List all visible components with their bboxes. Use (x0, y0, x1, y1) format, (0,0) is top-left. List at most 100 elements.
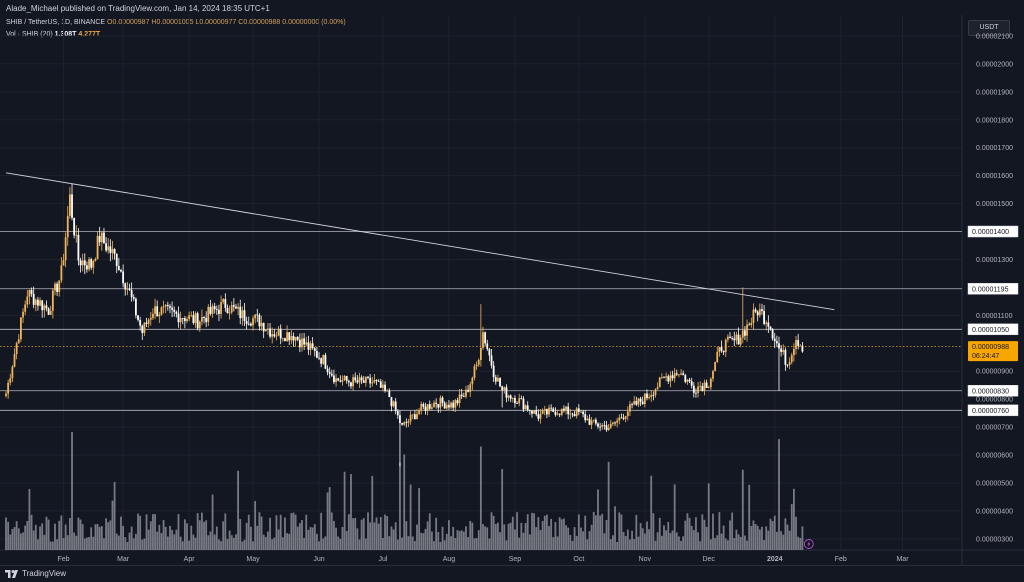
volume-bar (171, 529, 173, 550)
volume-bar (303, 537, 306, 550)
candle-body (520, 398, 523, 400)
volume-bar (758, 529, 761, 550)
volume-bar (32, 530, 35, 550)
candle-body (367, 376, 369, 378)
volume-bar (445, 533, 448, 550)
volume-bar (107, 522, 110, 550)
candle-body (511, 397, 514, 399)
volume-bar (324, 536, 327, 550)
volume-bar (437, 532, 440, 550)
candle-body (801, 345, 804, 352)
candle-body (39, 300, 41, 306)
price-tick-label: 0.00001500 (976, 201, 1013, 208)
candle-body (416, 413, 418, 420)
candle-body (471, 377, 474, 385)
volume-bar (235, 534, 237, 550)
candle-body (601, 425, 604, 427)
volume-bar (273, 537, 276, 550)
volume-bar (201, 512, 203, 550)
candle-body (699, 386, 702, 387)
candle-body (47, 308, 50, 315)
volume-bar (554, 522, 557, 550)
volume-bar (292, 512, 295, 550)
candle-body (11, 366, 14, 379)
volume-bar (418, 488, 421, 550)
volume-bar (37, 539, 39, 550)
candle-body (96, 236, 99, 259)
volume-bar (241, 541, 244, 550)
volume-bar (492, 515, 495, 550)
candle-body (518, 398, 521, 404)
candle-body (741, 330, 744, 338)
volume-bar (541, 521, 544, 550)
candle-body (171, 307, 173, 310)
volume-bar (113, 482, 116, 550)
volume-bar (735, 529, 738, 550)
candle-body (609, 423, 612, 428)
symbol-name[interactable]: SHIB / TetherUS, 1D, BINANCE (6, 19, 106, 26)
volume-bar (565, 525, 567, 550)
volume-bar (34, 524, 37, 550)
candle-body (543, 409, 546, 411)
volume-bar (320, 512, 323, 550)
candle-body (164, 305, 167, 307)
candle-body (215, 309, 218, 311)
volume-bar (207, 535, 210, 550)
candle-body (435, 402, 438, 404)
volume-bar (226, 538, 229, 550)
volume-bar (143, 538, 146, 550)
candle-body (556, 413, 559, 415)
candle-body (284, 338, 286, 341)
candle-body (765, 322, 768, 324)
volume-bar (471, 522, 474, 550)
volume-bar (409, 484, 412, 550)
volume-bar (439, 541, 442, 550)
candle-body (134, 298, 137, 316)
candle-body (654, 389, 657, 396)
candle-body (303, 338, 306, 345)
candle-body (669, 375, 672, 382)
horizontal-levels (0, 231, 962, 411)
candle-body (665, 376, 668, 378)
price-chart[interactable]: 0.00002100 0.00002000 0.00001900 0.00001800… (0, 15, 1024, 565)
volume-bar (571, 540, 574, 550)
volume-indicator-name[interactable]: Vol · SHIB (20) (6, 31, 53, 38)
volume-bar (51, 541, 54, 550)
candle-body (313, 348, 316, 351)
volume-bar (267, 531, 269, 550)
volume-bar (482, 524, 484, 550)
price-tick-label: 0.00001100 (976, 313, 1013, 320)
candle-body (680, 373, 682, 375)
volume-bar (739, 536, 742, 550)
volume-bar (656, 532, 659, 550)
candle-body (205, 317, 208, 323)
candle-body (739, 337, 742, 345)
candle-body (139, 319, 142, 326)
candle-body (565, 406, 567, 411)
volume-bar (175, 529, 178, 550)
volume-bar (401, 537, 403, 550)
candle-body (115, 253, 118, 267)
volume-bar (198, 520, 201, 550)
candle-body (188, 315, 191, 320)
candle-body (252, 318, 254, 326)
volume-bar (520, 522, 523, 550)
volume-bar (724, 538, 727, 550)
volume-bar (558, 517, 561, 550)
time-tick-label: Nov (639, 556, 652, 563)
candle-body (545, 409, 548, 415)
candle-body (537, 414, 540, 419)
candle-body (524, 405, 527, 410)
candle-body (262, 322, 265, 332)
candle-body (603, 425, 606, 426)
candle-body (390, 397, 393, 407)
currency-button[interactable]: USDT (968, 20, 1010, 36)
candle-body (235, 306, 237, 309)
candle-body (443, 402, 446, 409)
candle-body (15, 343, 18, 355)
candle-body (343, 375, 346, 381)
candle-body (124, 283, 127, 290)
candle-body (73, 217, 76, 236)
candle-body (369, 377, 372, 384)
volume-bar (275, 515, 278, 550)
